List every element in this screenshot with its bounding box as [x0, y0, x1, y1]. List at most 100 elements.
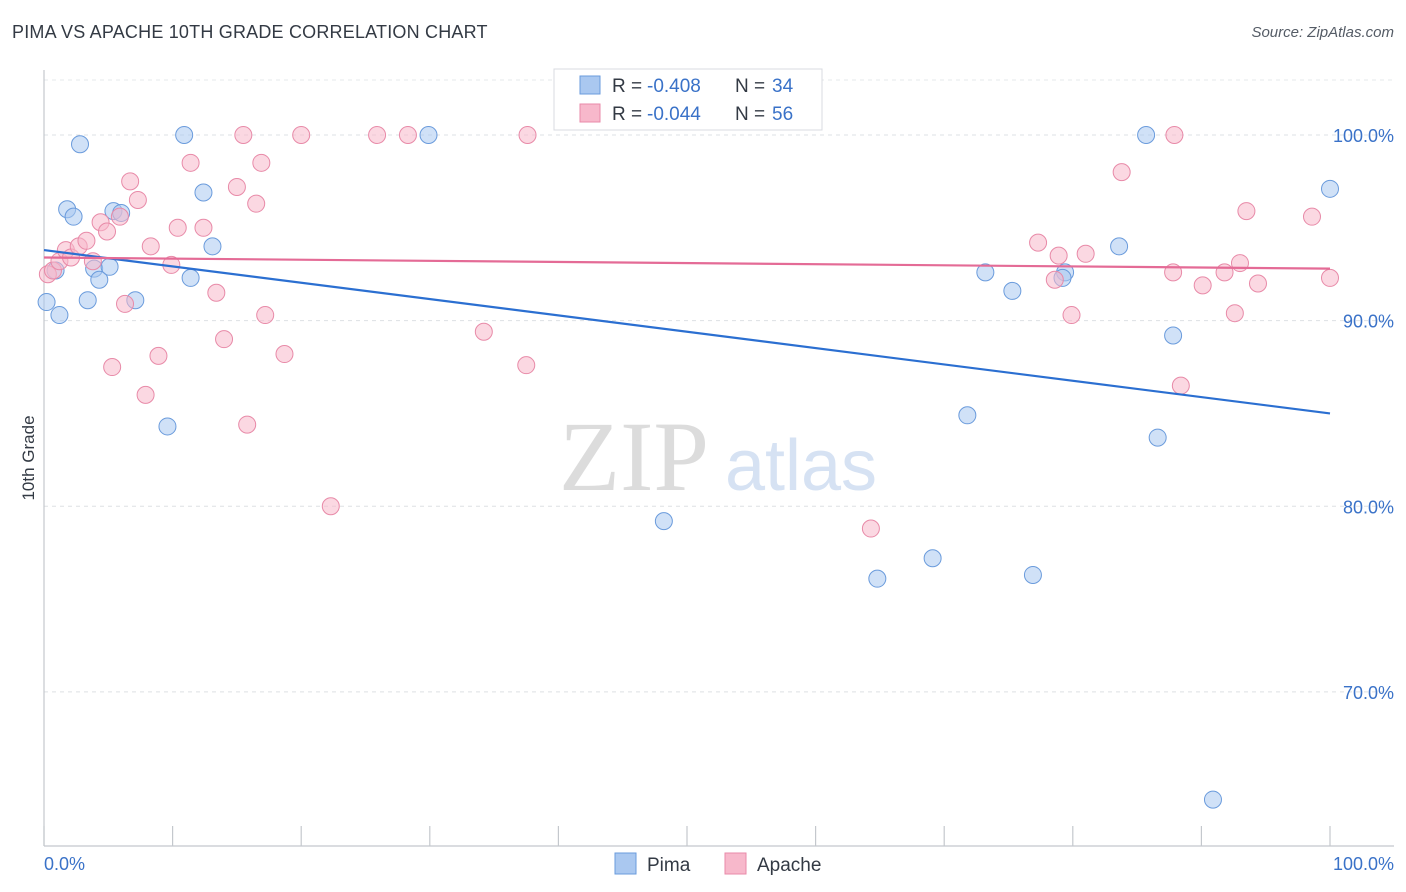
pima-point — [181, 268, 200, 287]
pima-point — [50, 306, 69, 325]
pima-point — [1321, 179, 1339, 198]
apache-point — [252, 153, 271, 172]
apache-point — [110, 207, 129, 226]
apache-point — [116, 294, 135, 313]
apache-point — [194, 218, 213, 237]
pima-point — [90, 270, 109, 289]
apache-point — [1076, 244, 1095, 263]
legend-r-value-pima: -0.408 — [647, 76, 701, 97]
pima-point — [37, 293, 56, 312]
apache-point — [1248, 274, 1267, 293]
apache-point — [1165, 125, 1184, 144]
apache-point — [275, 345, 294, 364]
apache-point — [149, 346, 168, 365]
apache-point — [518, 125, 537, 144]
pima-point — [100, 257, 119, 276]
series-legend-swatch-apache — [724, 852, 747, 875]
apache-point — [1225, 304, 1244, 323]
watermark-zip: ZIP — [559, 401, 709, 512]
apache-point — [1237, 202, 1256, 221]
pima-point — [1110, 237, 1129, 256]
apache-point — [1062, 306, 1081, 325]
legend-n-label-pima: N = — [735, 76, 765, 97]
legend-n-label-apache: N = — [735, 104, 765, 125]
pima-point — [1003, 281, 1022, 300]
apache-point — [227, 177, 246, 196]
apache-trend-line — [43, 256, 1331, 270]
series-legend-label-pima: Pima — [647, 855, 691, 876]
pima-point — [958, 406, 977, 425]
apache-point — [103, 358, 122, 377]
correlation-legend: R = -0.408 N = 34 R = -0.044 N = 56 — [553, 68, 823, 131]
apache-point — [292, 125, 311, 144]
apache-point — [136, 385, 155, 404]
pima-point — [1137, 125, 1156, 144]
y-tick-label: 100.0% — [1333, 126, 1394, 146]
apache-point — [98, 222, 117, 241]
apache-point — [368, 125, 387, 144]
apache-point — [181, 153, 200, 172]
series-legend-label-apache: Apache — [757, 855, 821, 876]
watermark-atlas: atlas — [725, 426, 877, 506]
apache-point — [238, 415, 257, 434]
pima-point — [71, 135, 90, 154]
apache-point — [1112, 163, 1131, 182]
y-axis-label: 10th Grade — [19, 415, 38, 500]
legend-n-value-apache: 56 — [772, 104, 793, 125]
apache-point — [207, 283, 226, 302]
axes — [43, 70, 1394, 847]
legend-swatch-pima — [579, 75, 601, 95]
pima-point — [64, 207, 83, 226]
apache-point — [168, 218, 187, 237]
apache-point — [256, 306, 275, 325]
apache-point — [121, 172, 140, 191]
trend-lines — [43, 248, 1331, 415]
apache-point — [1171, 376, 1190, 395]
legend-r-label-apache: R = — [612, 104, 642, 125]
apache-point — [141, 237, 160, 256]
apache-point — [398, 125, 417, 144]
apache-point — [321, 497, 340, 516]
x-tick-label-min: 0.0% — [44, 854, 85, 874]
apache-point — [215, 330, 234, 349]
apache-point — [128, 190, 147, 209]
pima-point — [1164, 326, 1183, 345]
apache-point — [1230, 254, 1249, 273]
legend-swatch-apache — [579, 103, 601, 123]
pima-point — [175, 125, 194, 144]
y-tick-label: 90.0% — [1343, 312, 1394, 332]
legend-r-label-pima: R = — [612, 76, 642, 97]
chart-title: PIMA VS APACHE 10TH GRADE CORRELATION CH… — [12, 22, 488, 42]
pima-point — [976, 263, 995, 282]
apache-point — [77, 231, 96, 250]
source-label: Source: ZipAtlas.com — [1251, 24, 1394, 41]
y-tick-label: 80.0% — [1343, 497, 1394, 517]
grid-lines — [44, 79, 1394, 693]
apache-point — [1193, 276, 1212, 295]
apache-point — [1302, 207, 1321, 226]
pima-point — [419, 125, 438, 144]
pima-point — [1203, 790, 1222, 809]
pima-trend-line — [43, 248, 1331, 415]
apache-points — [38, 125, 1339, 538]
y-tick-label: 70.0% — [1343, 683, 1394, 703]
x-ticks — [43, 826, 1331, 846]
legend-r-value-apache: -0.044 — [647, 104, 701, 125]
y-tick-labels: 100.0% 90.0% 80.0% 70.0% — [1333, 126, 1394, 703]
apache-point — [247, 194, 266, 213]
apache-point — [1049, 246, 1068, 265]
pima-point — [158, 417, 177, 436]
apache-point — [1029, 233, 1048, 252]
series-legend-swatch-pima — [614, 852, 637, 875]
pima-point — [194, 183, 213, 202]
pima-point — [1148, 428, 1167, 447]
pima-point — [203, 237, 222, 256]
apache-point — [474, 322, 493, 341]
pima-point — [923, 549, 942, 568]
x-tick-label-max: 100.0% — [1333, 854, 1394, 874]
apache-point — [861, 519, 880, 538]
series-legend: Pima Apache — [614, 852, 821, 876]
pima-point — [654, 512, 673, 531]
apache-point — [234, 125, 253, 144]
